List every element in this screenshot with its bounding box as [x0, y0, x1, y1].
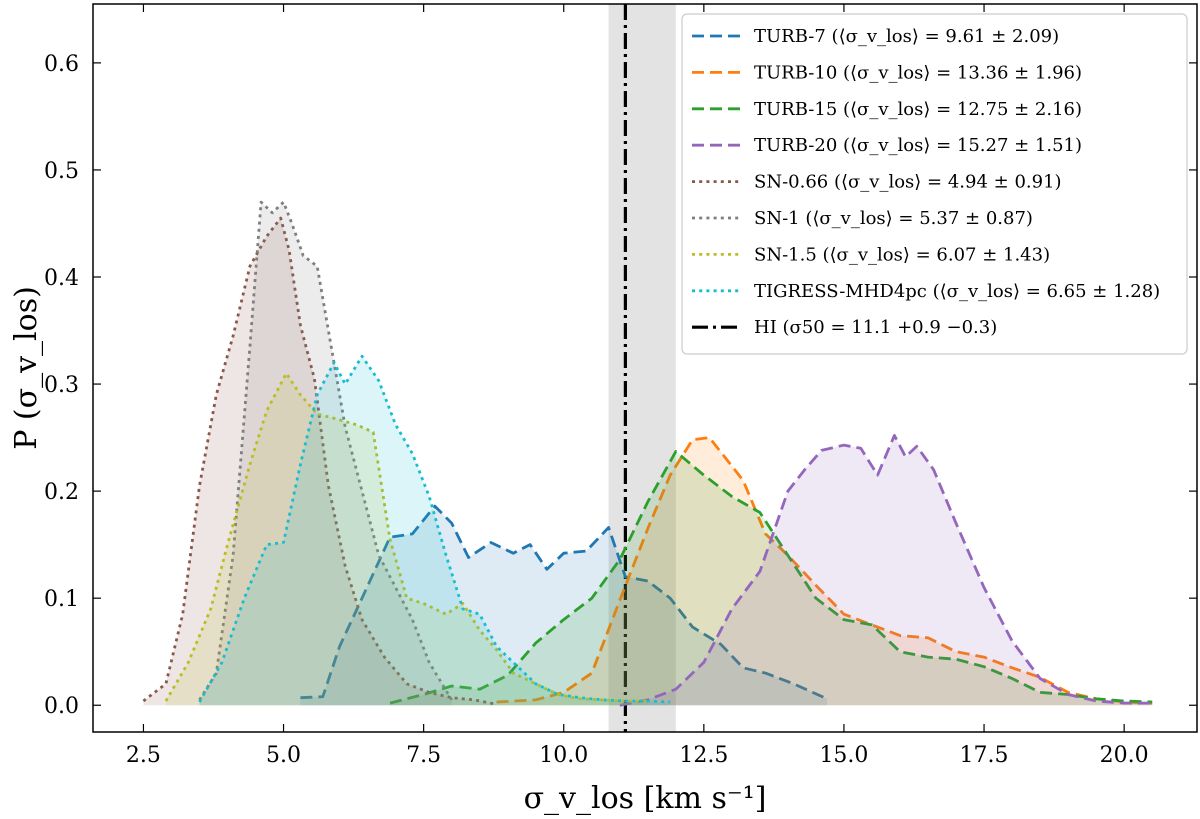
plot-frame — [92, 3, 1198, 733]
series-fill-2 — [390, 451, 1153, 706]
x-tick-label: 5.0 — [266, 743, 301, 768]
x-tick-label: 7.5 — [406, 743, 441, 768]
y-tick-label: 0.5 — [44, 159, 79, 184]
series-fill-1 — [496, 437, 1153, 706]
legend-label: SN-0.66 (⟨σ_v_los⟩ = 4.94 ± 0.91) — [754, 172, 1062, 193]
x-tick-label: 15.0 — [819, 743, 868, 768]
y-tick-label: 0.0 — [44, 694, 79, 719]
series-line-7 — [198, 354, 671, 704]
series-line-4 — [142, 216, 497, 706]
y-tick-label: 0.4 — [44, 266, 79, 291]
legend-label: TIGRESS-MHD4pc (⟨σ_v_los⟩ = 6.65 ± 1.28) — [754, 281, 1160, 302]
axes-layer: 2.5 5.0 7.5 10.0 12.5 15.0 17.5 20.0 0.0 0.1 0.2 0.… — [9, 3, 1198, 816]
legend-label: SN-1.5 (⟨σ_v_los⟩ = 6.07 ± 1.43) — [754, 244, 1050, 265]
legend-label: TURB-10 (⟨σ_v_los⟩ = 13.36 ± 1.96) — [754, 62, 1082, 83]
x-tick-label: 12.5 — [679, 743, 728, 768]
series-line-1 — [496, 436, 1153, 705]
legend-label: HI (σ50 = 11.1 +0.9 −0.3) — [754, 317, 997, 338]
x-tick-label: 20.0 — [1100, 743, 1149, 768]
legend: TURB-7 (⟨σ_v_los⟩ = 9.61 ± 2.09) TURB-10 … — [681, 13, 1188, 355]
y-tick-label: 0.1 — [44, 587, 79, 612]
series-fill-7 — [199, 356, 671, 706]
y-tick-label: 0.6 — [44, 52, 79, 77]
y-tick-label: 0.3 — [44, 373, 79, 398]
series-fill-6 — [165, 373, 648, 706]
series-line-2 — [389, 450, 1153, 705]
series-fill-4 — [143, 218, 497, 706]
y-tick-label: 0.2 — [44, 480, 79, 505]
y-axis-label: P (σ_v_los) — [9, 286, 44, 450]
series-fill-5 — [199, 202, 452, 706]
legend-label: TURB-20 (⟨σ_v_los⟩ = 15.27 ± 1.51) — [754, 135, 1082, 156]
series-line-3 — [619, 434, 1153, 707]
series-layer — [142, 200, 1153, 707]
legend-box — [681, 13, 1188, 355]
series-line-6 — [164, 372, 648, 703]
legend-label: TURB-7 (⟨σ_v_los⟩ = 9.61 ± 2.09) — [754, 26, 1059, 47]
series-fill-0 — [300, 506, 828, 706]
hi-layer — [608, 4, 676, 732]
hi-uncertainty-band — [608, 4, 676, 732]
x-tick-label: 17.5 — [960, 743, 1009, 768]
series-line-0 — [300, 504, 828, 701]
series-fill-3 — [619, 435, 1153, 706]
x-tick-label: 10.0 — [539, 743, 588, 768]
series-line-5 — [198, 200, 453, 701]
x-axis-label: σ_v_los [km s⁻¹] — [524, 781, 767, 816]
legend-label: SN-1 (⟨σ_v_los⟩ = 5.37 ± 0.87) — [754, 208, 1033, 229]
legend-label: TURB-15 (⟨σ_v_los⟩ = 12.75 ± 2.16) — [754, 99, 1082, 120]
x-tick-label: 2.5 — [126, 743, 161, 768]
